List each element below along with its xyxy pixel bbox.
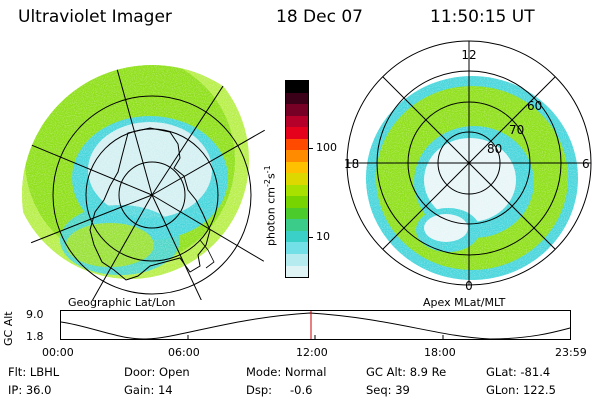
status-ip: IP: 36.0 xyxy=(8,383,52,397)
image-date: 18 Dec 07 xyxy=(276,7,363,27)
status-glat: GLat: -81.4 xyxy=(486,365,551,379)
geographic-label: Geographic Lat/Lon xyxy=(68,296,176,309)
orbit-y-bottom: 1.8 xyxy=(26,330,44,343)
colorbar-segment xyxy=(286,207,308,220)
mlt-label-6: 6 xyxy=(582,157,590,171)
colorbar-segment xyxy=(286,265,308,278)
status-dsp: Dsp: xyxy=(246,383,273,397)
colorbar-segment xyxy=(286,219,308,231)
status-mode: Mode: Normal xyxy=(246,365,327,379)
colorbar xyxy=(285,80,309,278)
status-seq: Seq: 39 xyxy=(366,383,410,397)
orbit-x-tick-0600: 06:00 xyxy=(168,346,200,359)
image-time: 11:50:15 UT xyxy=(430,7,535,27)
colorbar-segment xyxy=(286,115,308,128)
colorbar-segment xyxy=(286,92,308,105)
colorbar-segment xyxy=(286,253,308,266)
mlt-label-0: 0 xyxy=(465,279,473,293)
colorbar-segment xyxy=(286,127,308,139)
status-gc-alt: GC Alt: 8.9 Re xyxy=(366,365,447,379)
mlat-label-70: 70 xyxy=(509,123,524,137)
colorbar-unit-label: photon cm-2s-1 xyxy=(263,165,278,246)
mlt-label-12: 12 xyxy=(461,48,476,62)
apex-map-panel: 12 18 6 0 60 70 80 xyxy=(344,40,592,293)
colorbar-label-10: 10 xyxy=(316,230,330,243)
colorbar-segment xyxy=(286,184,308,197)
mlt-label-18: 18 xyxy=(344,157,359,171)
orbit-ylabel: GC Alt xyxy=(2,311,15,346)
orbit-altitude-plot xyxy=(60,310,571,340)
status-glon: GLon: 122.5 xyxy=(486,383,556,397)
mlat-label-80: 80 xyxy=(487,142,502,156)
status-dsp-value: -0.6 xyxy=(290,383,313,397)
status-door: Door: Open xyxy=(124,365,190,379)
orbit-x-tick-1800: 18:00 xyxy=(424,346,456,359)
instrument-title: Ultraviolet Imager xyxy=(18,7,172,27)
apex-label: Apex MLat/MLT xyxy=(423,296,506,309)
colorbar-tick-10 xyxy=(308,237,313,238)
colorbar-segment xyxy=(286,173,308,185)
orbit-x-tick-1200: 12:00 xyxy=(296,346,328,359)
colorbar-segment xyxy=(286,104,308,116)
colorbar-segment xyxy=(286,150,308,162)
status-gain: Gain: 14 xyxy=(124,383,173,397)
colorbar-segment xyxy=(286,242,308,254)
colorbar-label-100: 100 xyxy=(316,141,337,154)
colorbar-tick-100 xyxy=(308,148,313,149)
mlat-label-60: 60 xyxy=(527,99,542,113)
status-filter: Flt: LBHL xyxy=(8,365,60,379)
orbit-x-tick-2359: 23:59 xyxy=(555,346,587,359)
orbit-y-top: 9.0 xyxy=(26,308,44,321)
colorbar-segment xyxy=(286,230,308,243)
geographic-map-panel xyxy=(22,65,265,300)
colorbar-segment xyxy=(286,138,308,151)
colorbar-segment xyxy=(286,161,308,174)
colorbar-segment xyxy=(286,196,308,208)
colorbar-segment xyxy=(286,81,308,93)
orbit-x-tick-0000: 00:00 xyxy=(42,346,74,359)
